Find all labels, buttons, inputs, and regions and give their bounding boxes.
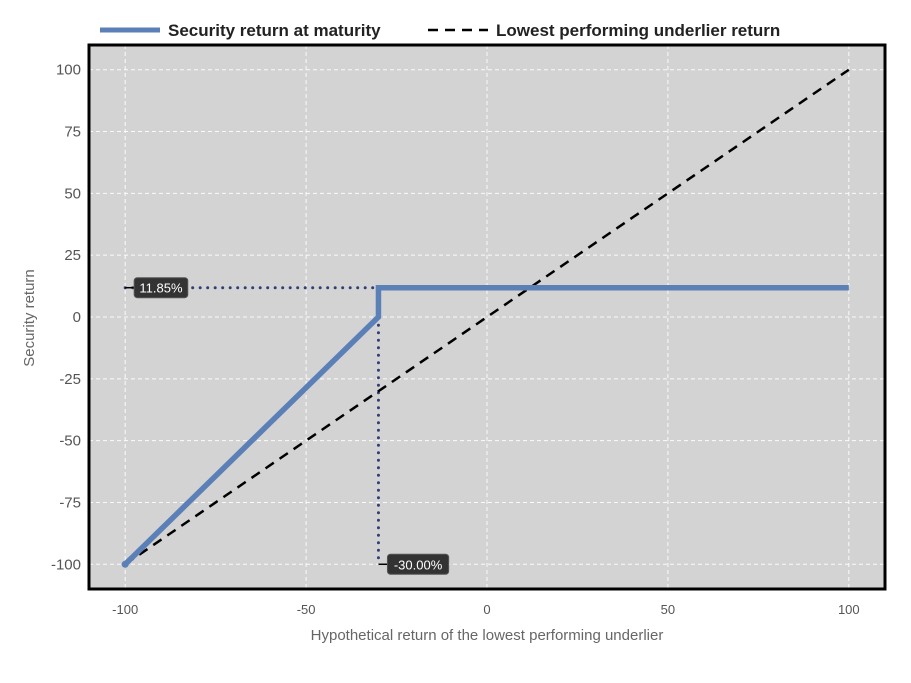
x-axis-ticks: -100 -50 0 50 100 <box>112 602 860 617</box>
y-tick-label: -25 <box>59 371 81 388</box>
y-tick-label: 25 <box>64 247 81 264</box>
series-line-security-return <box>123 284 849 567</box>
y-tick-label: 50 <box>64 185 81 202</box>
x-tick-label: 0 <box>483 602 490 617</box>
y-tick-label: -75 <box>59 494 81 511</box>
legend-label-security-return: Security return at maturity <box>168 21 381 40</box>
y-tick-label: 100 <box>56 62 81 79</box>
callout-label: 11.85% <box>139 281 183 296</box>
y-axis-ticks: -100 -75 -50 -25 0 25 50 75 100 <box>51 62 81 574</box>
series-group <box>121 68 850 568</box>
x-tick-label: -100 <box>112 602 138 617</box>
plot-background <box>89 45 885 589</box>
x-tick-label: 50 <box>661 602 675 617</box>
callouts: 11.85% -30.00% <box>125 277 450 575</box>
legend-label-underlier-return: Lowest performing underlier return <box>496 21 780 40</box>
y-axis-title: Security return <box>21 269 38 367</box>
y-tick-label: 75 <box>64 124 81 141</box>
callout-box <box>133 277 189 299</box>
y-tick-label: -50 <box>59 433 81 450</box>
callout-label: -30.00% <box>394 557 443 572</box>
x-axis-title: Hypothetical return of the lowest perfor… <box>311 627 664 644</box>
x-tick-label: 100 <box>838 602 860 617</box>
legend: Security return at maturity Lowest perfo… <box>100 21 780 40</box>
series-start-point <box>121 560 129 568</box>
callout-box <box>386 553 450 575</box>
y-tick-label: 0 <box>73 309 81 326</box>
y-tick-label: -100 <box>51 556 81 573</box>
x-tick-label: -50 <box>297 602 316 617</box>
plot-frame <box>87 43 887 591</box>
